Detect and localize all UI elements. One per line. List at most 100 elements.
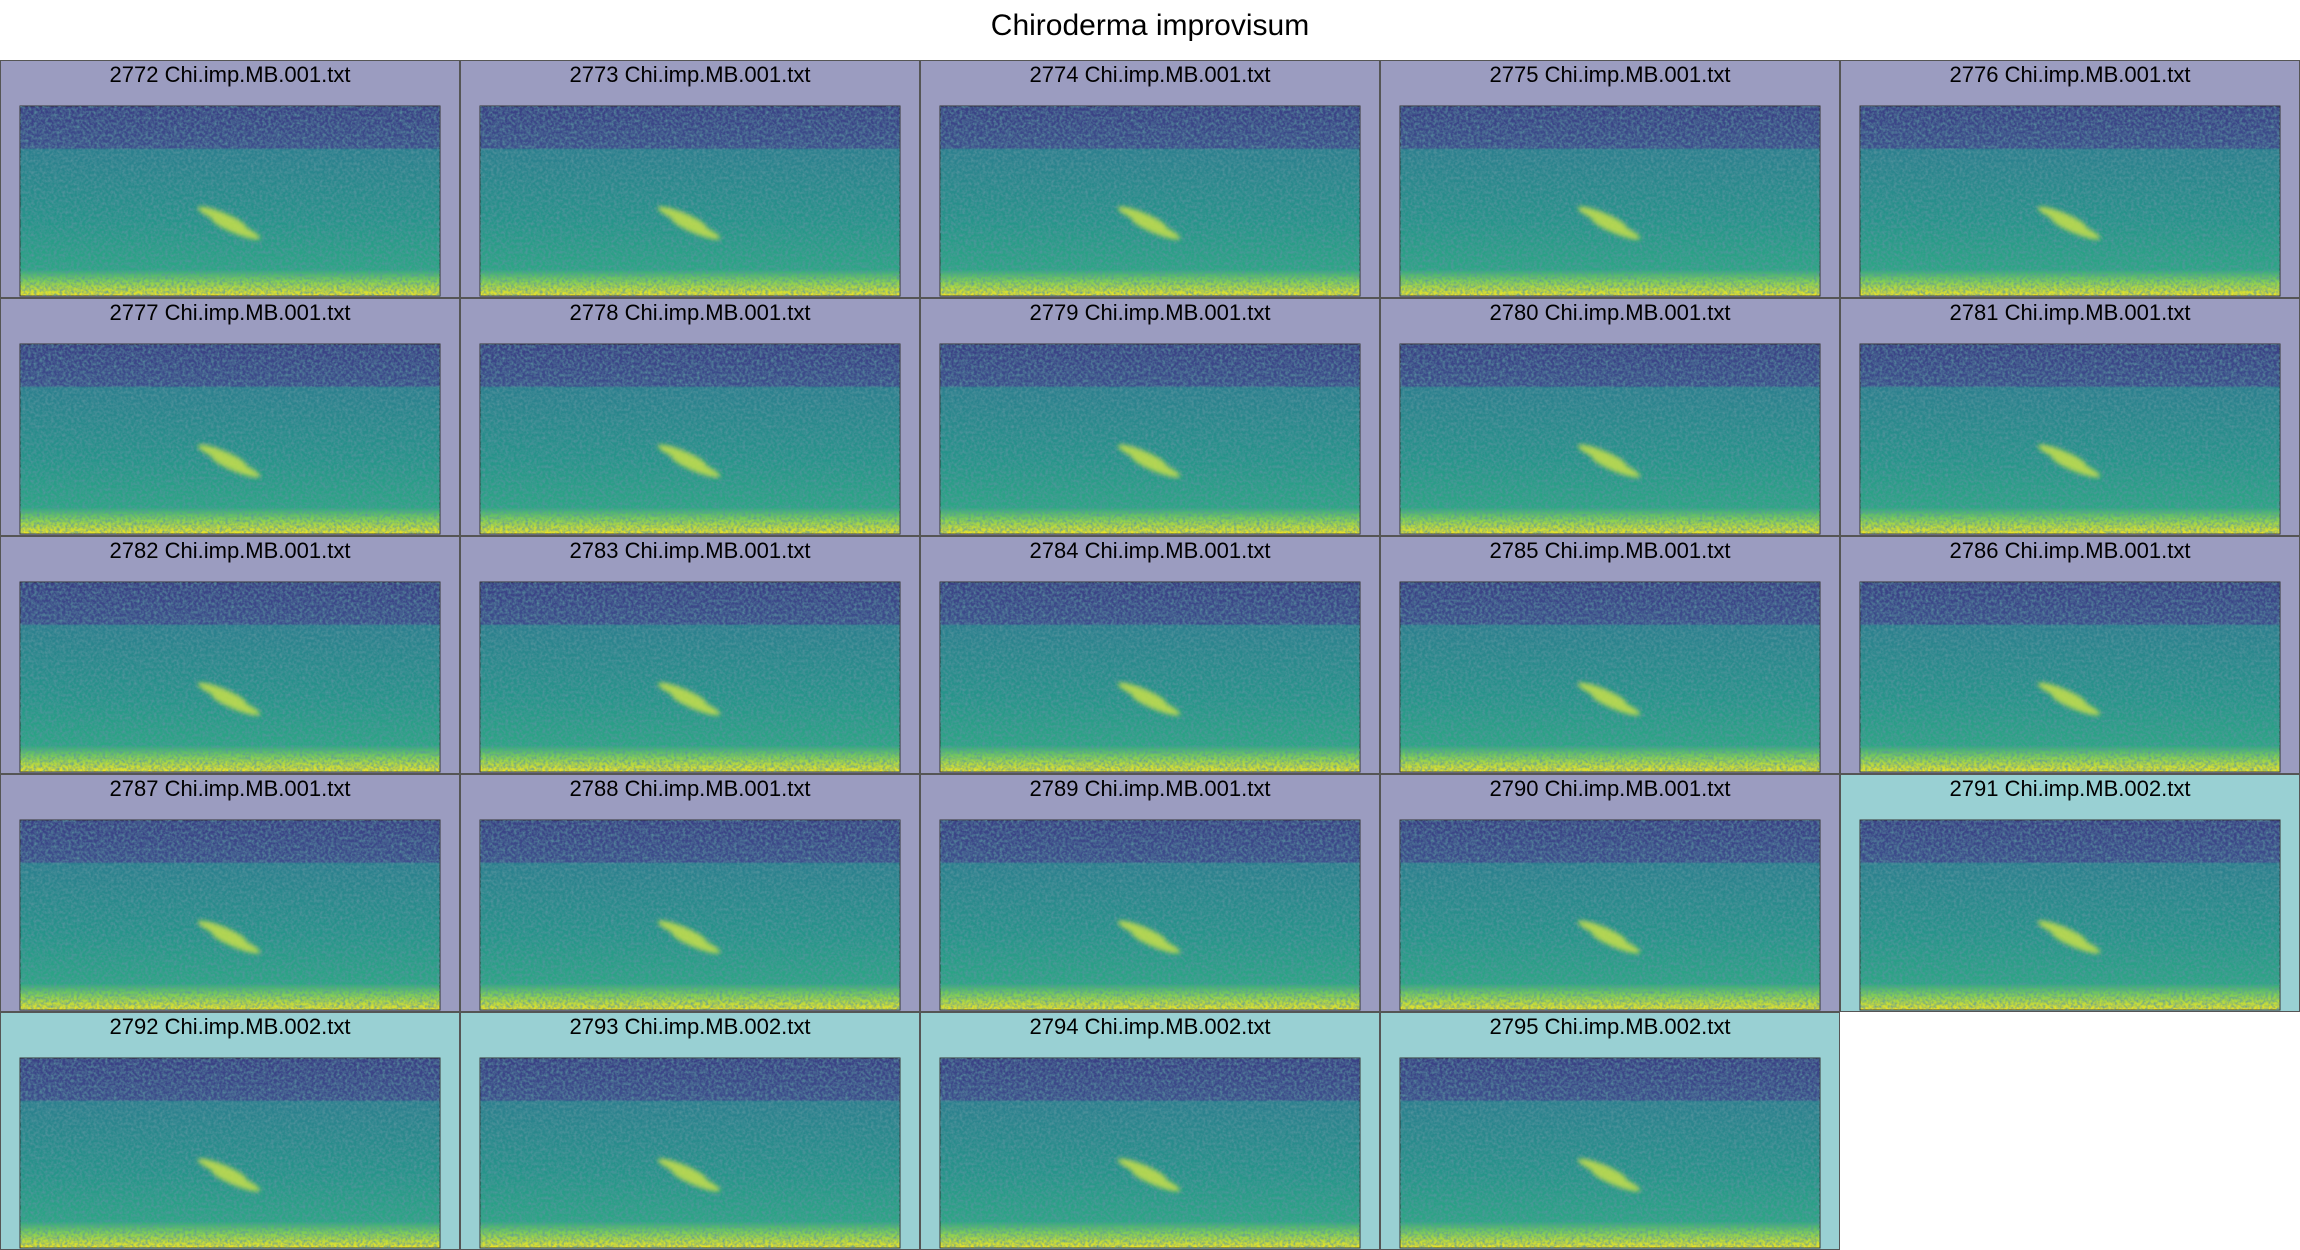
call-harmonic [671, 693, 721, 716]
call-harmonic [1131, 1169, 1181, 1192]
call [1117, 682, 1181, 716]
spectrogram-noise [1860, 820, 2280, 1010]
call [657, 206, 721, 240]
call-harmonic [2051, 931, 2101, 954]
call [197, 920, 261, 954]
call-harmonic [1591, 693, 1641, 716]
panel-label: 2778 Chi.imp.MB.001.txt [570, 300, 811, 325]
panel-label: 2793 Chi.imp.MB.002.txt [570, 1014, 811, 1039]
figure-title: Chiroderma improvisum [991, 9, 1309, 42]
call-harmonic [211, 1169, 261, 1192]
panel: 2775 Chi.imp.MB.001.txt [1380, 60, 1840, 298]
call-harmonic [1591, 217, 1641, 240]
panel-label: 2782 Chi.imp.MB.001.txt [110, 538, 351, 563]
spectrogram-noise [480, 344, 900, 534]
call-harmonic [211, 931, 261, 954]
panel-label: 2779 Chi.imp.MB.001.txt [1030, 300, 1271, 325]
panel-label: 2795 Chi.imp.MB.002.txt [1490, 1014, 1731, 1039]
call-harmonic [671, 455, 721, 478]
panel: 2786 Chi.imp.MB.001.txt [1840, 536, 2300, 774]
panel-label: 2781 Chi.imp.MB.001.txt [1950, 300, 2191, 325]
call [2037, 444, 2101, 478]
call [197, 682, 261, 716]
spectrogram-noise [940, 1058, 1360, 1248]
panel: 2772 Chi.imp.MB.001.txt [0, 60, 460, 298]
panel: 2780 Chi.imp.MB.001.txt [1380, 298, 1840, 536]
spectrogram-noise [480, 582, 900, 772]
call [197, 1158, 261, 1192]
call-harmonic [1131, 931, 1181, 954]
spectrogram-noise [1400, 820, 1820, 1010]
spectrogram-noise [1860, 344, 2280, 534]
call [197, 206, 261, 240]
panel: 2787 Chi.imp.MB.001.txt [0, 774, 460, 1012]
panel: 2782 Chi.imp.MB.001.txt [0, 536, 460, 774]
panel-label: 2777 Chi.imp.MB.001.txt [110, 300, 351, 325]
panel-label: 2774 Chi.imp.MB.001.txt [1030, 62, 1271, 87]
panel: 2794 Chi.imp.MB.002.txt [920, 1012, 1380, 1250]
call-harmonic [671, 931, 721, 954]
call-harmonic [211, 217, 261, 240]
spectrogram-noise [1860, 582, 2280, 772]
panel: 2783 Chi.imp.MB.001.txt [460, 536, 920, 774]
panel: 2776 Chi.imp.MB.001.txt [1840, 60, 2300, 298]
panel: 2795 Chi.imp.MB.002.txt [1380, 1012, 1840, 1250]
spectrogram-noise [1860, 106, 2280, 296]
panel-label: 2794 Chi.imp.MB.002.txt [1030, 1014, 1271, 1039]
panel: 2784 Chi.imp.MB.001.txt [920, 536, 1380, 774]
panel-label: 2790 Chi.imp.MB.001.txt [1490, 776, 1731, 801]
panel: 2793 Chi.imp.MB.002.txt [460, 1012, 920, 1250]
call-harmonic [1131, 217, 1181, 240]
call [657, 920, 721, 954]
call-harmonic [671, 1169, 721, 1192]
spectrogram-noise [20, 582, 440, 772]
panel: 2778 Chi.imp.MB.001.txt [460, 298, 920, 536]
panel: 2773 Chi.imp.MB.001.txt [460, 60, 920, 298]
call-harmonic [211, 693, 261, 716]
panel-label: 2780 Chi.imp.MB.001.txt [1490, 300, 1731, 325]
call-harmonic [2051, 217, 2101, 240]
panel: 2788 Chi.imp.MB.001.txt [460, 774, 920, 1012]
panel-label: 2786 Chi.imp.MB.001.txt [1950, 538, 2191, 563]
call [1577, 444, 1641, 478]
call [1117, 920, 1181, 954]
spectrogram-noise [1400, 582, 1820, 772]
panel-label: 2791 Chi.imp.MB.002.txt [1950, 776, 2191, 801]
panel-label: 2785 Chi.imp.MB.001.txt [1490, 538, 1731, 563]
call [1577, 920, 1641, 954]
call [2037, 206, 2101, 240]
call-harmonic [671, 217, 721, 240]
call-harmonic [1131, 455, 1181, 478]
call-harmonic [211, 455, 261, 478]
spectrogram-noise [20, 344, 440, 534]
panel-label: 2789 Chi.imp.MB.001.txt [1030, 776, 1271, 801]
call [197, 444, 261, 478]
spectrogram-noise [1400, 1058, 1820, 1248]
spectrogram-noise [480, 1058, 900, 1248]
call-harmonic [2051, 455, 2101, 478]
panel-label: 2792 Chi.imp.MB.002.txt [110, 1014, 351, 1039]
call [2037, 920, 2101, 954]
spectrogram-noise [20, 1058, 440, 1248]
panel-label: 2776 Chi.imp.MB.001.txt [1950, 62, 2191, 87]
spectrogram-noise [940, 582, 1360, 772]
panel-label: 2784 Chi.imp.MB.001.txt [1030, 538, 1271, 563]
spectrogram-noise [480, 106, 900, 296]
spectrogram-noise [20, 106, 440, 296]
panel-label: 2788 Chi.imp.MB.001.txt [570, 776, 811, 801]
panel: 2789 Chi.imp.MB.001.txt [920, 774, 1380, 1012]
panel-label: 2773 Chi.imp.MB.001.txt [570, 62, 811, 87]
call-harmonic [2051, 693, 2101, 716]
spectrogram-noise [940, 106, 1360, 296]
panel: 2774 Chi.imp.MB.001.txt [920, 60, 1380, 298]
call [1117, 206, 1181, 240]
call [657, 444, 721, 478]
call [1577, 206, 1641, 240]
panel-label: 2787 Chi.imp.MB.001.txt [110, 776, 351, 801]
panel-label: 2772 Chi.imp.MB.001.txt [110, 62, 351, 87]
panel: 2779 Chi.imp.MB.001.txt [920, 298, 1380, 536]
call [1117, 1158, 1181, 1192]
panel-label: 2775 Chi.imp.MB.001.txt [1490, 62, 1731, 87]
spectrogram-noise [480, 820, 900, 1010]
